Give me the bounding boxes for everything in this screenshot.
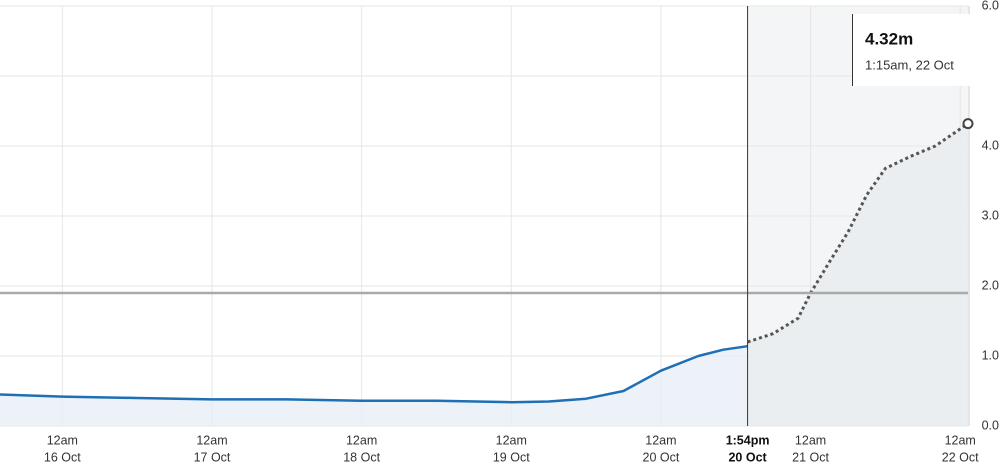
x-tick-label: 21 Oct	[792, 450, 829, 464]
x-tick-label: 12am	[346, 433, 377, 447]
tooltip-time: 1:15am, 22 Oct	[865, 57, 954, 72]
x-tick-label: 19 Oct	[493, 450, 530, 464]
x-tick-label: 12am	[795, 433, 826, 447]
tooltip-value: 4.32m	[865, 29, 913, 48]
now-label: 20 Oct	[728, 450, 767, 464]
x-tick-label: 12am	[196, 433, 227, 447]
y-tick-label: 1.0	[982, 348, 999, 362]
x-tick-label: 18 Oct	[343, 450, 380, 464]
y-tick-label: 3.0	[982, 208, 999, 222]
y-tick-label: 2.0	[982, 278, 999, 292]
forecast-line	[747, 122, 969, 344]
data	[0, 6, 974, 426]
area	[0, 346, 748, 426]
x-tick-label: 20 Oct	[643, 450, 680, 464]
x-tick-label: 12am	[496, 433, 527, 447]
hover-point	[962, 118, 974, 130]
area	[747, 123, 968, 426]
x-tick-label: 12am	[47, 433, 78, 447]
x-tick-label: 12am	[645, 433, 676, 447]
tooltip: 4.32m 1:15am, 22 Oct	[852, 14, 1000, 86]
tooltip-box	[852, 14, 1000, 86]
x-tick-label: 12am	[945, 433, 976, 447]
x-tick-label: 16 Oct	[44, 450, 81, 464]
grid	[0, 5, 970, 427]
observed-line	[0, 344, 748, 404]
y-tick-label: 4.0	[982, 138, 999, 152]
y-tick-label: 6.0	[982, 0, 999, 12]
y-tick-label: 0.0	[982, 418, 999, 432]
now-label: 1:54pm	[726, 433, 770, 447]
x-tick-label: 22 Oct	[942, 450, 979, 464]
x-tick-label: 17 Oct	[194, 450, 231, 464]
